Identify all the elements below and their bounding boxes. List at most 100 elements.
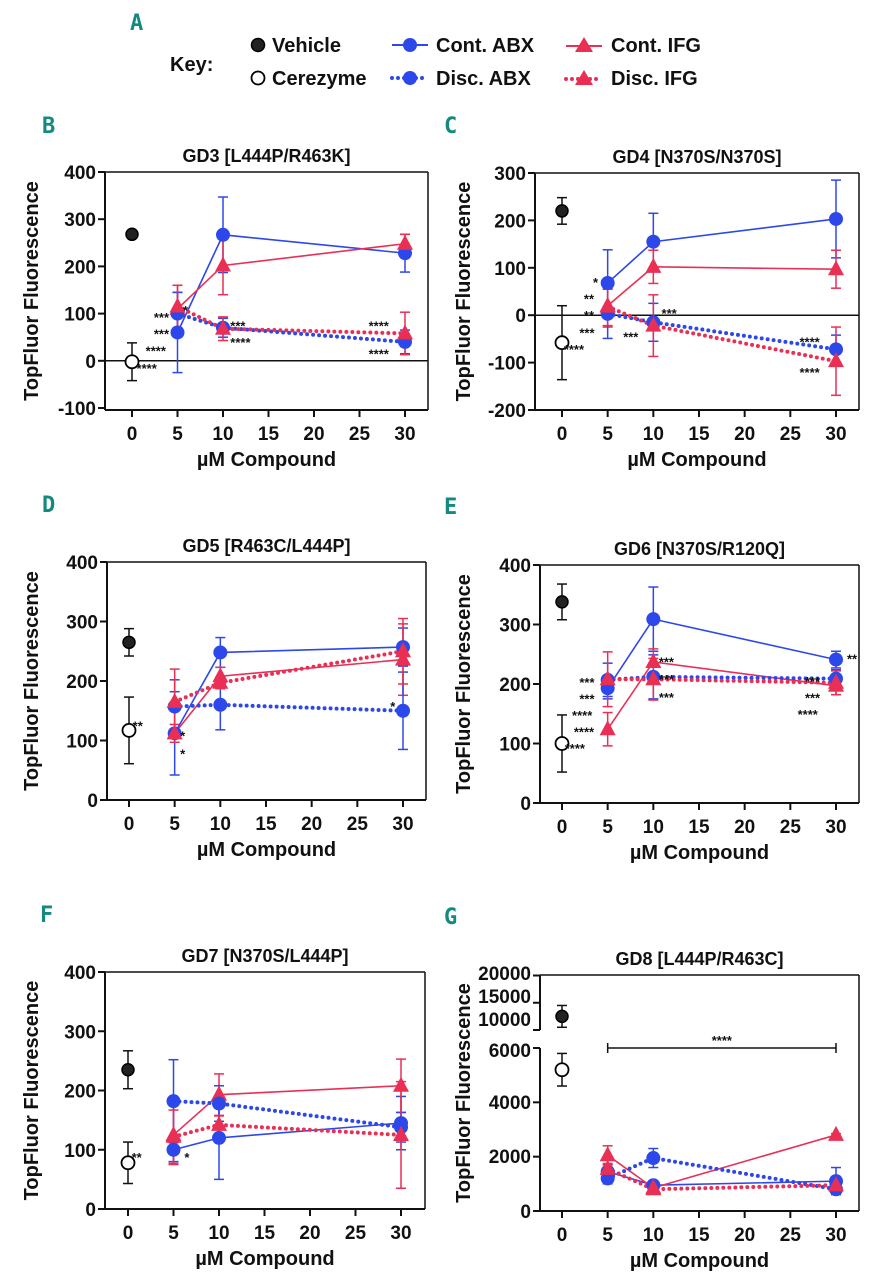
x-tick-label: 20	[299, 1223, 320, 1244]
significance-stars: ***	[579, 692, 595, 707]
y-axis-label: TopFluor Fluorescence	[453, 983, 475, 1203]
y-tick-label: 15000	[478, 987, 531, 1008]
disc-ifg-point	[645, 670, 662, 686]
disc-ifg-point	[645, 316, 662, 332]
disc-abx-point	[829, 342, 843, 357]
y-axis-label: TopFluor Fluorescence	[453, 574, 475, 794]
cont-abx-point	[212, 1130, 226, 1145]
y-tick-label: 200	[66, 672, 98, 693]
significance-stars: **	[584, 292, 595, 307]
x-tick-label: 25	[780, 1225, 802, 1246]
disc-ifg-point	[169, 297, 186, 313]
significance-stars: **	[584, 308, 595, 323]
cont-abx-point	[600, 275, 615, 290]
x-tick-label: 5	[602, 817, 613, 838]
cont-ifg-marker-icon	[575, 37, 593, 52]
disc-ifg-point	[166, 692, 183, 708]
disc-ifg-point	[211, 1115, 227, 1131]
y-tick-label: 300	[64, 210, 96, 231]
y-tick-label: -100	[58, 399, 96, 420]
cont-ifg-point	[828, 260, 844, 276]
cont-ifg-point	[645, 257, 662, 273]
y-axis-label: TopFluor Fluorescence	[21, 571, 43, 791]
y-tick-label: -200	[488, 401, 526, 422]
panel-title: GD4 [N370S/N370S]	[612, 147, 781, 167]
cont-abx-point	[216, 227, 230, 242]
y-tick-label: 200	[64, 257, 96, 278]
x-axis-label: µM Compound	[630, 1250, 769, 1272]
y-tick-label: 200	[64, 1082, 96, 1103]
disc-abx-point	[213, 697, 228, 712]
y-tick-label: 300	[499, 616, 531, 637]
disc-ifg-point	[397, 324, 413, 340]
vehicle-point	[555, 595, 569, 609]
cont-ifg-series-line	[176, 242, 406, 310]
y-axis-label: TopFluor Fluorescence	[453, 182, 475, 402]
significance-stars: ****	[230, 335, 251, 350]
disc-abx-point	[212, 1096, 226, 1111]
panel-e: E GD6 [N370S/R120Q] 0 100 200 300 400 0 5 10 15 20 2…	[444, 495, 860, 864]
y-tick-label: 20000	[478, 964, 531, 985]
x-tick-label: 25	[345, 1223, 367, 1244]
x-tick-label: 30	[392, 814, 413, 835]
x-tick-label: 30	[394, 424, 415, 445]
disc-ifg-point	[215, 319, 231, 335]
cont-ifg-point	[166, 724, 183, 740]
x-tick-label: 0	[557, 1225, 568, 1246]
significance-stars: *	[593, 275, 599, 290]
disc-ifg-point	[393, 1125, 409, 1141]
cont-ifg-point	[828, 1125, 844, 1141]
significance-stars: ****	[369, 347, 390, 362]
y-tick-label: 6000	[489, 1041, 531, 1062]
significance-stars: ****	[572, 708, 593, 723]
panel-b: B GD3 [L444P/R463K] -100 0 100 200 300 400 0 5 10 1…	[21, 114, 429, 471]
vehicle-point	[121, 1063, 135, 1077]
legend: Key: Vehicle Cont. ABX Cont. IFG Cerezym…	[170, 35, 701, 90]
x-tick-label: 0	[557, 817, 568, 838]
cerezyme-point	[554, 1062, 570, 1078]
panel-letter: E	[444, 495, 457, 520]
significance-stars: ****	[798, 707, 819, 722]
x-axis-label: µM Compound	[630, 842, 769, 864]
significance-stars: ****	[799, 365, 820, 380]
panel-letter: B	[42, 114, 55, 139]
panel-title: GD8 [L444P/R463C]	[615, 949, 783, 969]
panel-c: C GD4 [N370S/N370S] -200 -100 0 100 200 300 0 5 10…	[444, 114, 860, 471]
significance-stars: ****	[564, 342, 585, 357]
y-tick-label: 400	[64, 163, 96, 184]
x-tick-label: 30	[390, 1223, 411, 1244]
cont-abx-point	[170, 325, 185, 340]
y-tick-label: 200	[499, 675, 531, 696]
vehicle-point	[555, 1009, 569, 1024]
panel-title: GD6 [N370S/R120Q]	[614, 539, 785, 559]
panel-g: G GD8 [L444P/R463C] 0 2000 4000 6000 100001500…	[444, 905, 860, 1272]
panel-letter: G	[444, 905, 457, 930]
y-tick-label: 0	[520, 794, 531, 815]
disc-ifg-series-line	[605, 1166, 838, 1192]
cont-ifg-series-line	[607, 1134, 837, 1189]
panel-letter: D	[42, 493, 55, 518]
cont-ifg-point	[599, 720, 616, 736]
y-tick-label: 400	[66, 553, 98, 574]
panel-letter: F	[40, 903, 53, 928]
x-tick-label: 5	[172, 424, 183, 445]
significance-stars: ***	[659, 654, 675, 669]
x-tick-label: 5	[602, 1225, 613, 1246]
significance-stars: ****	[574, 725, 595, 740]
disc-ifg-point	[645, 1180, 662, 1196]
disc-ifg-point	[599, 297, 616, 313]
significance-stars: ****	[146, 343, 167, 358]
x-tick-label: 0	[557, 424, 568, 445]
y-axis-label: TopFluor Fluorescence	[21, 181, 43, 401]
vehicle-point	[125, 227, 139, 242]
panel-d: D GD5 [R463C/L444P] 0 100 200 300 400 0 5 10 15 20 2…	[21, 493, 427, 861]
disc-ifg-series-line	[172, 649, 405, 704]
panel-letter: C	[444, 114, 457, 139]
significance-stars: ***	[579, 675, 595, 690]
x-axis-label: µM Compound	[195, 1248, 334, 1270]
significance-stars: **	[133, 719, 144, 734]
significance-stars: *	[390, 699, 396, 714]
x-tick-label: 10	[208, 1223, 229, 1244]
panel-title: GD7 [N370S/L444P]	[181, 946, 348, 966]
x-tick-label: 15	[255, 814, 277, 835]
